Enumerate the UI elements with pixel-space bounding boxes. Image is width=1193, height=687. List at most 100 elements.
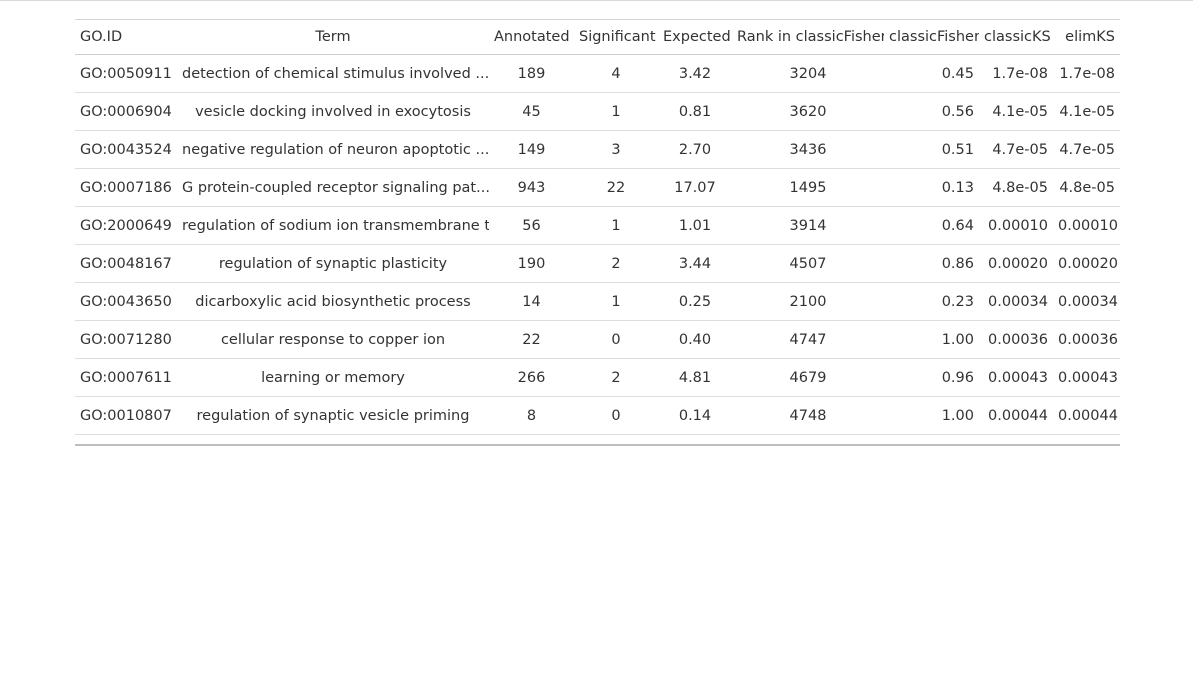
cell-go-id: GO:0043650 — [80, 293, 172, 310]
cell-classic-ks: 1.7e-08 — [992, 65, 1048, 82]
cell-term: learning or memory — [261, 369, 405, 386]
cell-annotated: 189 — [517, 65, 546, 82]
header-row: GO.ID Term Annotated Significant Expecte… — [75, 19, 1120, 55]
column-header-annotated: Annotated — [494, 29, 570, 45]
cell-classic-ks: 4.1e-05 — [992, 103, 1048, 120]
cell-rank: 3204 — [789, 65, 827, 82]
cell-elim-ks: 0.00034 — [1058, 293, 1118, 310]
cell-go-id: GO:0050911 — [80, 65, 172, 82]
cell-classic-ks: 0.00043 — [988, 369, 1048, 386]
table-body: GO:0050911 detection of chemical stimulus… — [75, 55, 1120, 435]
cell-significant: 1 — [611, 217, 621, 234]
cell-expected: 3.44 — [678, 255, 712, 272]
cell-significant: 0 — [611, 407, 621, 424]
table-row: GO:0006904 vesicle docking involved in ex… — [75, 93, 1120, 131]
cell-expected: 2.70 — [678, 141, 712, 158]
cell-rank: 4748 — [789, 407, 827, 424]
cell-elim-ks: 1.7e-08 — [1059, 65, 1115, 82]
table-row: GO:0043524 negative regulation of neuron … — [75, 131, 1120, 169]
cell-significant: 3 — [611, 141, 621, 158]
cell-annotated: 45 — [522, 103, 541, 120]
top-divider — [0, 0, 1193, 1]
column-header-rank-classic-fisher: Rank in classicFisher — [737, 29, 884, 45]
cell-term: cellular response to copper ion — [220, 331, 446, 348]
cell-go-id: GO:0048167 — [80, 255, 172, 272]
cell-significant: 2 — [611, 369, 621, 386]
column-header-expected: Expected — [663, 29, 731, 45]
table-row: GO:0071280 cellular response to copper io… — [75, 321, 1120, 359]
cell-expected: 3.42 — [678, 65, 712, 82]
table-row: GO:0043650 dicarboxylic acid biosynthetic… — [75, 283, 1120, 321]
table-row: GO:0048167 regulation of synaptic plastic… — [75, 245, 1120, 283]
table-header: GO.ID Term Annotated Significant Expecte… — [75, 19, 1120, 55]
cell-elim-ks: 0.00043 — [1058, 369, 1118, 386]
cell-expected: 17.07 — [674, 179, 716, 196]
column-header-term: Term — [315, 29, 351, 45]
cell-term: regulation of sodium ion transmembrane t… — [182, 217, 489, 234]
cell-go-id: GO:0010807 — [80, 407, 172, 424]
cell-classic-ks: 0.00034 — [988, 293, 1048, 310]
cell-go-id: GO:0007186 — [80, 179, 172, 196]
table-row: GO:2000649 regulation of sodium ion trans… — [75, 207, 1120, 245]
cell-classic-fisher: 0.13 — [941, 179, 974, 196]
cell-significant: 2 — [611, 255, 621, 272]
cell-classic-fisher: 1.00 — [941, 407, 974, 424]
go-enrichment-table: GO.ID Term Annotated Significant Expecte… — [75, 19, 1120, 435]
cell-classic-fisher: 0.56 — [941, 103, 974, 120]
cell-elim-ks: 4.7e-05 — [1059, 141, 1115, 158]
cell-term: regulation of synaptic vesicle priming — [196, 407, 470, 424]
cell-rank: 4679 — [789, 369, 827, 386]
column-header-classic-fisher: classicFisher — [889, 29, 979, 45]
cell-term: detection of chemical stimulus involved … — [182, 65, 489, 82]
cell-elim-ks: 0.00036 — [1058, 331, 1118, 348]
cell-classic-fisher: 0.64 — [941, 217, 974, 234]
cell-annotated: 943 — [517, 179, 546, 196]
cell-rank: 3620 — [789, 103, 827, 120]
cell-expected: 0.25 — [678, 293, 712, 310]
table-row: GO:0010807 regulation of synaptic vesicle… — [75, 397, 1120, 435]
cell-classic-ks: 0.00036 — [988, 331, 1048, 348]
cell-go-id: GO:2000649 — [80, 217, 172, 234]
cell-annotated: 149 — [517, 141, 546, 158]
cell-significant: 1 — [611, 293, 621, 310]
table-row: GO:0007611 learning or memory 266 2 4.81 4679… — [75, 359, 1120, 397]
cell-expected: 0.81 — [678, 103, 712, 120]
cell-classic-ks: 0.00020 — [988, 255, 1048, 272]
cell-term: negative regulation of neuron apoptotic … — [182, 141, 489, 158]
cell-rank: 1495 — [789, 179, 827, 196]
cell-go-id: GO:0071280 — [80, 331, 172, 348]
column-header-classic-ks: classicKS — [984, 29, 1051, 45]
cell-go-id: GO:0043524 — [80, 141, 172, 158]
table-row: GO:0007186 G protein-coupled receptor sig… — [75, 169, 1120, 207]
cell-elim-ks: 4.1e-05 — [1059, 103, 1115, 120]
cell-classic-fisher: 0.45 — [941, 65, 974, 82]
results-table-container: GO.ID Term Annotated Significant Expecte… — [75, 19, 1120, 446]
cell-elim-ks: 4.8e-05 — [1059, 179, 1115, 196]
cell-classic-fisher: 0.86 — [941, 255, 974, 272]
cell-annotated: 266 — [517, 369, 546, 386]
column-header-elim-ks: elimKS — [1065, 29, 1115, 45]
cell-classic-fisher: 0.96 — [941, 369, 974, 386]
cell-annotated: 14 — [522, 293, 541, 310]
cell-rank: 3914 — [789, 217, 827, 234]
cell-classic-ks: 0.00044 — [988, 407, 1048, 424]
cell-significant: 22 — [606, 179, 626, 196]
cell-go-id: GO:0007611 — [80, 369, 172, 386]
cell-expected: 0.14 — [678, 407, 712, 424]
cell-rank: 4507 — [789, 255, 827, 272]
cell-rank: 2100 — [789, 293, 827, 310]
table-row: GO:0050911 detection of chemical stimulus… — [75, 55, 1120, 93]
cell-elim-ks: 0.00010 — [1058, 217, 1118, 234]
cell-significant: 0 — [611, 331, 621, 348]
cell-expected: 1.01 — [678, 217, 712, 234]
cell-significant: 4 — [611, 65, 621, 82]
cell-classic-ks: 0.00010 — [988, 217, 1048, 234]
cell-classic-fisher: 1.00 — [941, 331, 974, 348]
cell-expected: 4.81 — [678, 369, 712, 386]
cell-rank: 4747 — [789, 331, 827, 348]
cell-expected: 0.40 — [678, 331, 712, 348]
cell-go-id: GO:0006904 — [80, 103, 172, 120]
table-bottom-rule — [75, 444, 1120, 446]
cell-classic-ks: 4.8e-05 — [992, 179, 1048, 196]
cell-classic-fisher: 0.51 — [941, 141, 974, 158]
